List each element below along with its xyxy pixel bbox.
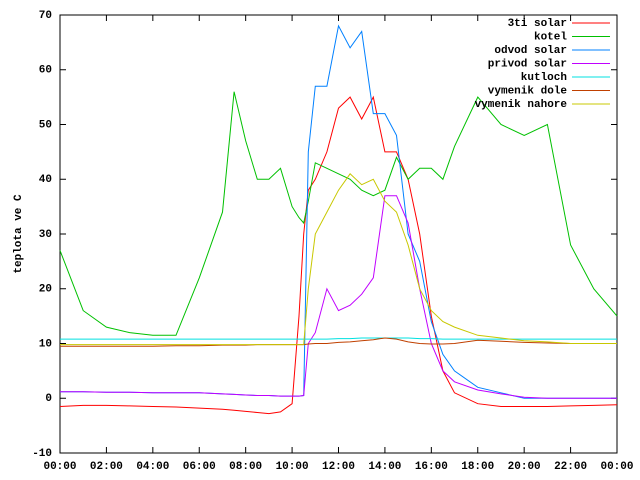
x-tick-label: 18:00 bbox=[461, 461, 494, 473]
x-tick-label: 06:00 bbox=[183, 461, 216, 473]
legend-label: kotel bbox=[534, 31, 567, 43]
series-line bbox=[60, 337, 617, 347]
x-tick-label: 16:00 bbox=[415, 461, 448, 473]
legend-label: kutloch bbox=[521, 72, 567, 84]
x-tick-label: 00:00 bbox=[600, 461, 633, 473]
x-tick-label: 12:00 bbox=[322, 461, 355, 473]
legend-label: privod solar bbox=[488, 58, 567, 70]
legend-label: vymenik dole bbox=[488, 85, 568, 97]
x-tick-label: 00:00 bbox=[43, 461, 76, 473]
legend-label: 3ti solar bbox=[508, 18, 567, 30]
y-tick-label: 10 bbox=[39, 338, 52, 350]
y-tick-label: 50 bbox=[39, 119, 52, 131]
x-tick-label: 04:00 bbox=[136, 461, 169, 473]
y-tick-label: 30 bbox=[39, 229, 52, 241]
y-tick-label: -10 bbox=[32, 448, 52, 460]
y-tick-label: 60 bbox=[39, 65, 52, 77]
series-line bbox=[60, 195, 617, 399]
legend-label: vymenik nahore bbox=[475, 99, 568, 111]
series-line bbox=[60, 173, 617, 346]
x-tick-label: 20:00 bbox=[508, 461, 541, 473]
y-tick-label: 0 bbox=[45, 393, 52, 405]
x-tick-label: 22:00 bbox=[554, 461, 587, 473]
series-line bbox=[59, 91, 618, 336]
x-tick-label: 08:00 bbox=[229, 461, 262, 473]
y-tick-label: 70 bbox=[39, 10, 52, 22]
y-axis-label: teplota ve C bbox=[13, 194, 25, 274]
x-tick-label: 02:00 bbox=[90, 461, 123, 473]
y-tick-label: 20 bbox=[39, 284, 52, 296]
legend-label: odvod solar bbox=[494, 45, 567, 57]
series-line bbox=[60, 337, 617, 340]
series-line bbox=[59, 95, 618, 415]
x-tick-label: 14:00 bbox=[368, 461, 401, 473]
y-tick-label: 40 bbox=[39, 174, 52, 186]
x-tick-label: 10:00 bbox=[276, 461, 309, 473]
